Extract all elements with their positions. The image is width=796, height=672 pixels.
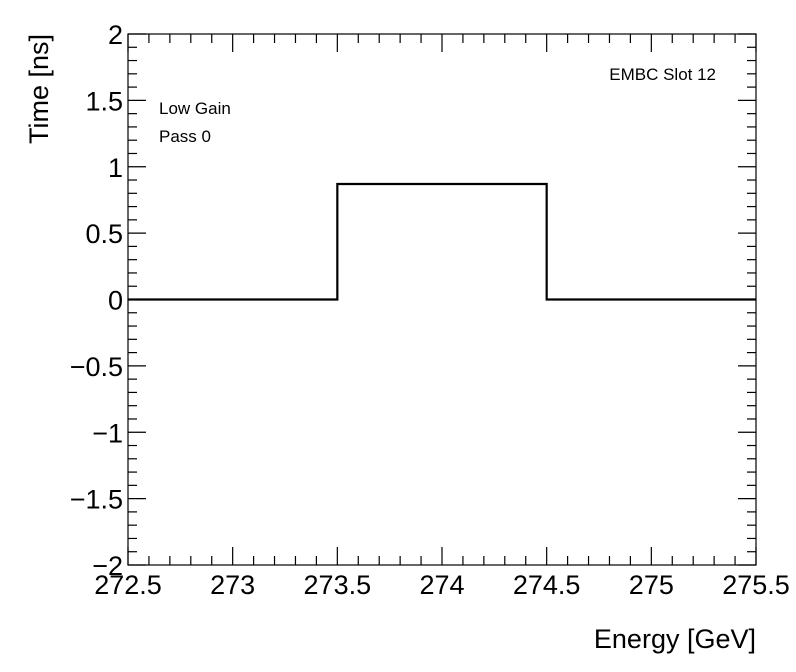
slot-annotation: EMBC Slot 12 — [609, 65, 716, 84]
x-tick-labels: 272.5 273 273.5 274 274.5 275 275.5 — [94, 570, 790, 600]
x-axis-title: Energy [GeV] — [594, 624, 756, 654]
y-tick-label: 1 — [108, 153, 123, 183]
x-tick-label: 273 — [210, 570, 255, 600]
y-tick-label: −1.5 — [70, 485, 123, 515]
x-tick-label: 275 — [629, 570, 674, 600]
y-tick-label: 0 — [108, 286, 123, 316]
y-tick-label: 2 — [108, 20, 123, 50]
pass-annotation: Pass 0 — [159, 127, 211, 146]
major-ticks — [127, 33, 757, 566]
x-tick-label: 274.5 — [513, 570, 581, 600]
y-axis-title: Time [ns] — [24, 34, 54, 144]
y-tick-label: 0.5 — [85, 219, 123, 249]
x-tick-label: 272.5 — [94, 570, 162, 600]
y-tick-label: −2 — [92, 551, 123, 581]
x-tick-label: 275.5 — [722, 570, 790, 600]
gain-annotation: Low Gain — [159, 99, 231, 118]
minor-ticks — [128, 34, 756, 565]
x-tick-label: 273.5 — [304, 570, 372, 600]
y-tick-label: −0.5 — [70, 352, 123, 382]
y-tick-label: −1 — [92, 418, 123, 448]
histogram-series-line — [128, 182, 756, 301]
x-tick-label: 274 — [419, 570, 464, 600]
y-tick-label: 1.5 — [85, 86, 123, 116]
y-tick-labels: 2 1.5 1 0.5 0 −0.5 −1 −1.5 −2 — [70, 20, 123, 581]
